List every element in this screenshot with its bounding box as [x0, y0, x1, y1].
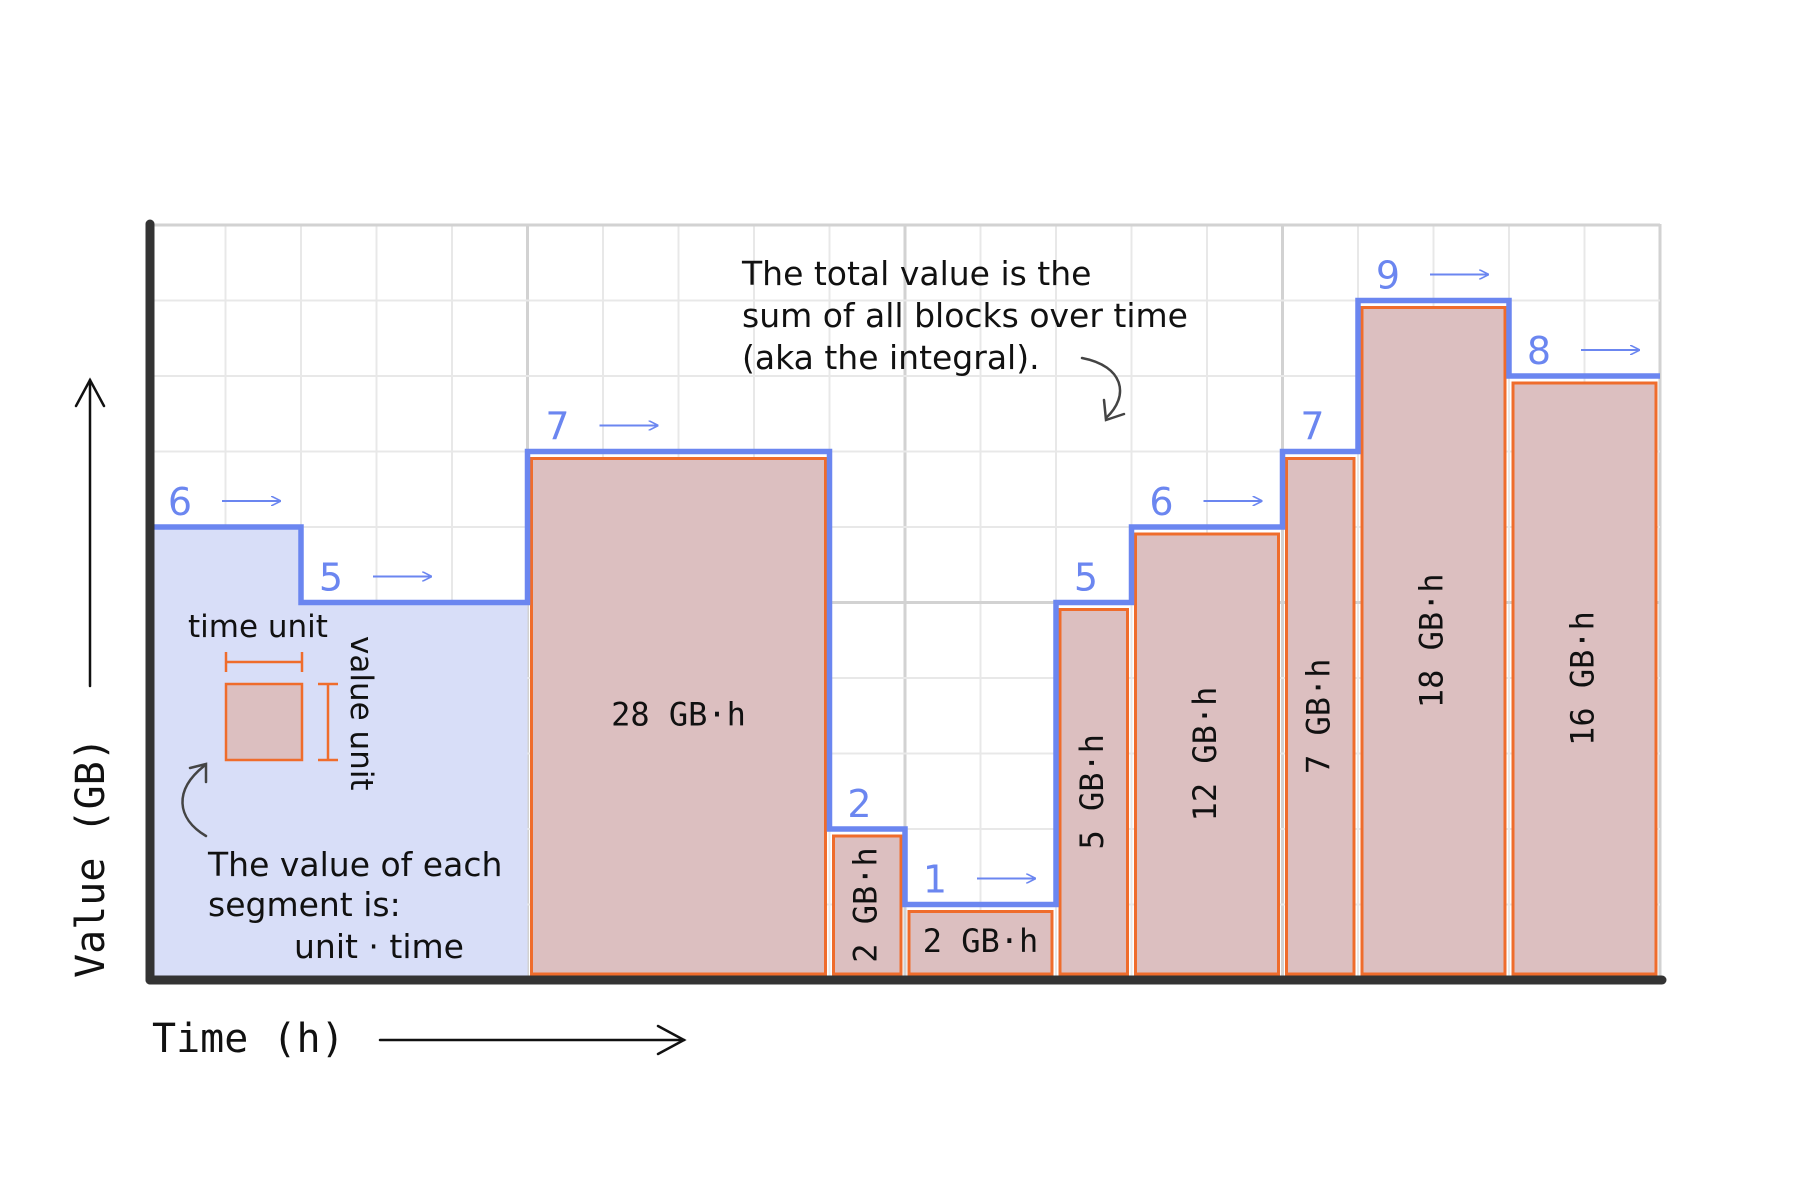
y-axis-arrow: [74, 377, 106, 688]
area-block: [1285, 457, 1356, 976]
area-block: [1511, 381, 1658, 976]
x-axis-label: Time (h): [152, 1016, 345, 1062]
time-unit-label: time unit: [188, 609, 328, 645]
value-label: 2: [847, 782, 871, 826]
legend-note-line2: segment is:: [208, 885, 401, 924]
value-label: 5: [319, 556, 343, 600]
area-label: 5 GB·h: [1073, 734, 1111, 850]
callout-line2: sum of all blocks over time: [742, 296, 1188, 335]
value-label: 6: [1149, 480, 1173, 524]
value-label: 6: [168, 480, 192, 524]
callout-line3: (aka the integral).: [742, 338, 1040, 377]
callout-arrow-icon: [1080, 356, 1122, 420]
y-axis-label: Value (GB): [68, 737, 114, 978]
area-label: 12 GB·h: [1186, 687, 1224, 822]
area-block: [832, 834, 903, 976]
area-block: [1134, 532, 1280, 976]
value-unit-label: value unit: [343, 636, 379, 791]
value-label: 9: [1376, 254, 1400, 298]
area-block: [907, 910, 1054, 976]
legend-note-line3: unit · time: [294, 927, 464, 966]
curved-arrow-icon: [181, 764, 208, 838]
value-label: 8: [1527, 329, 1551, 373]
value-label: 7: [1300, 405, 1324, 449]
callout-arrow-head: [1102, 398, 1126, 422]
area-block: [530, 457, 827, 976]
step-line: [150, 297, 1660, 908]
area-block: [1058, 608, 1129, 976]
unlabelled-area: [301, 602, 528, 980]
unit-block: [224, 682, 304, 762]
value-unit-bracket: [318, 682, 338, 762]
area-label: 2 GB·h: [846, 847, 884, 963]
area-blocks: 28 GB·h2 GB·h 2 GB·h5 GB·h 12 GB·h 7 GB·h18…: [530, 306, 1658, 976]
value-labels: 6 5 7 2 1 5 6 7 9 8: [168, 254, 1639, 902]
area-block: [1360, 306, 1507, 976]
time-unit-bracket: [224, 652, 304, 672]
value-label: 7: [545, 405, 569, 449]
area-label: 28 GB·h: [611, 695, 746, 733]
curved-arrow-head: [188, 762, 208, 784]
x-axis-arrow: [378, 1024, 687, 1056]
area-label: 7 GB·h: [1299, 658, 1337, 774]
area-label: 18 GB·h: [1413, 573, 1451, 708]
value-label: 5: [1074, 556, 1098, 600]
area-label: 2 GB·h: [923, 922, 1039, 960]
value-label: 1: [923, 858, 947, 902]
callout-line1: The total value is the: [741, 254, 1091, 293]
area-label: 16 GB·h: [1564, 611, 1602, 746]
step-line-group: [150, 297, 1660, 908]
legend-note-line1: The value of each: [207, 845, 502, 884]
